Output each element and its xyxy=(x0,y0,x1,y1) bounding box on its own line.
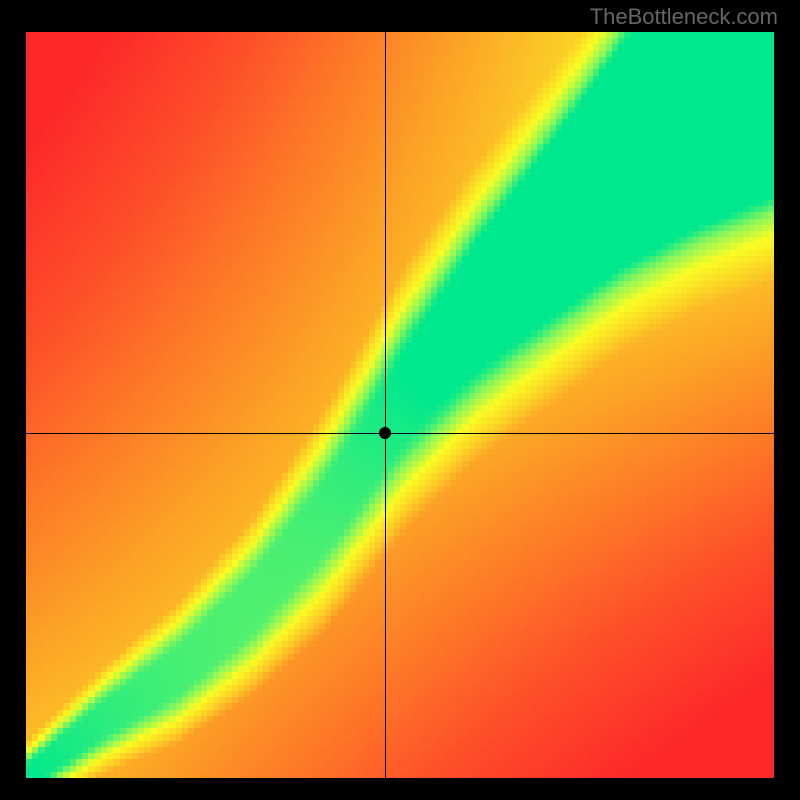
heatmap-canvas xyxy=(26,32,774,778)
crosshair-vertical xyxy=(385,32,386,778)
watermark-text: TheBottleneck.com xyxy=(590,4,778,30)
bottleneck-heatmap-container: TheBottleneck.com xyxy=(0,0,800,800)
crosshair-horizontal xyxy=(26,433,774,434)
